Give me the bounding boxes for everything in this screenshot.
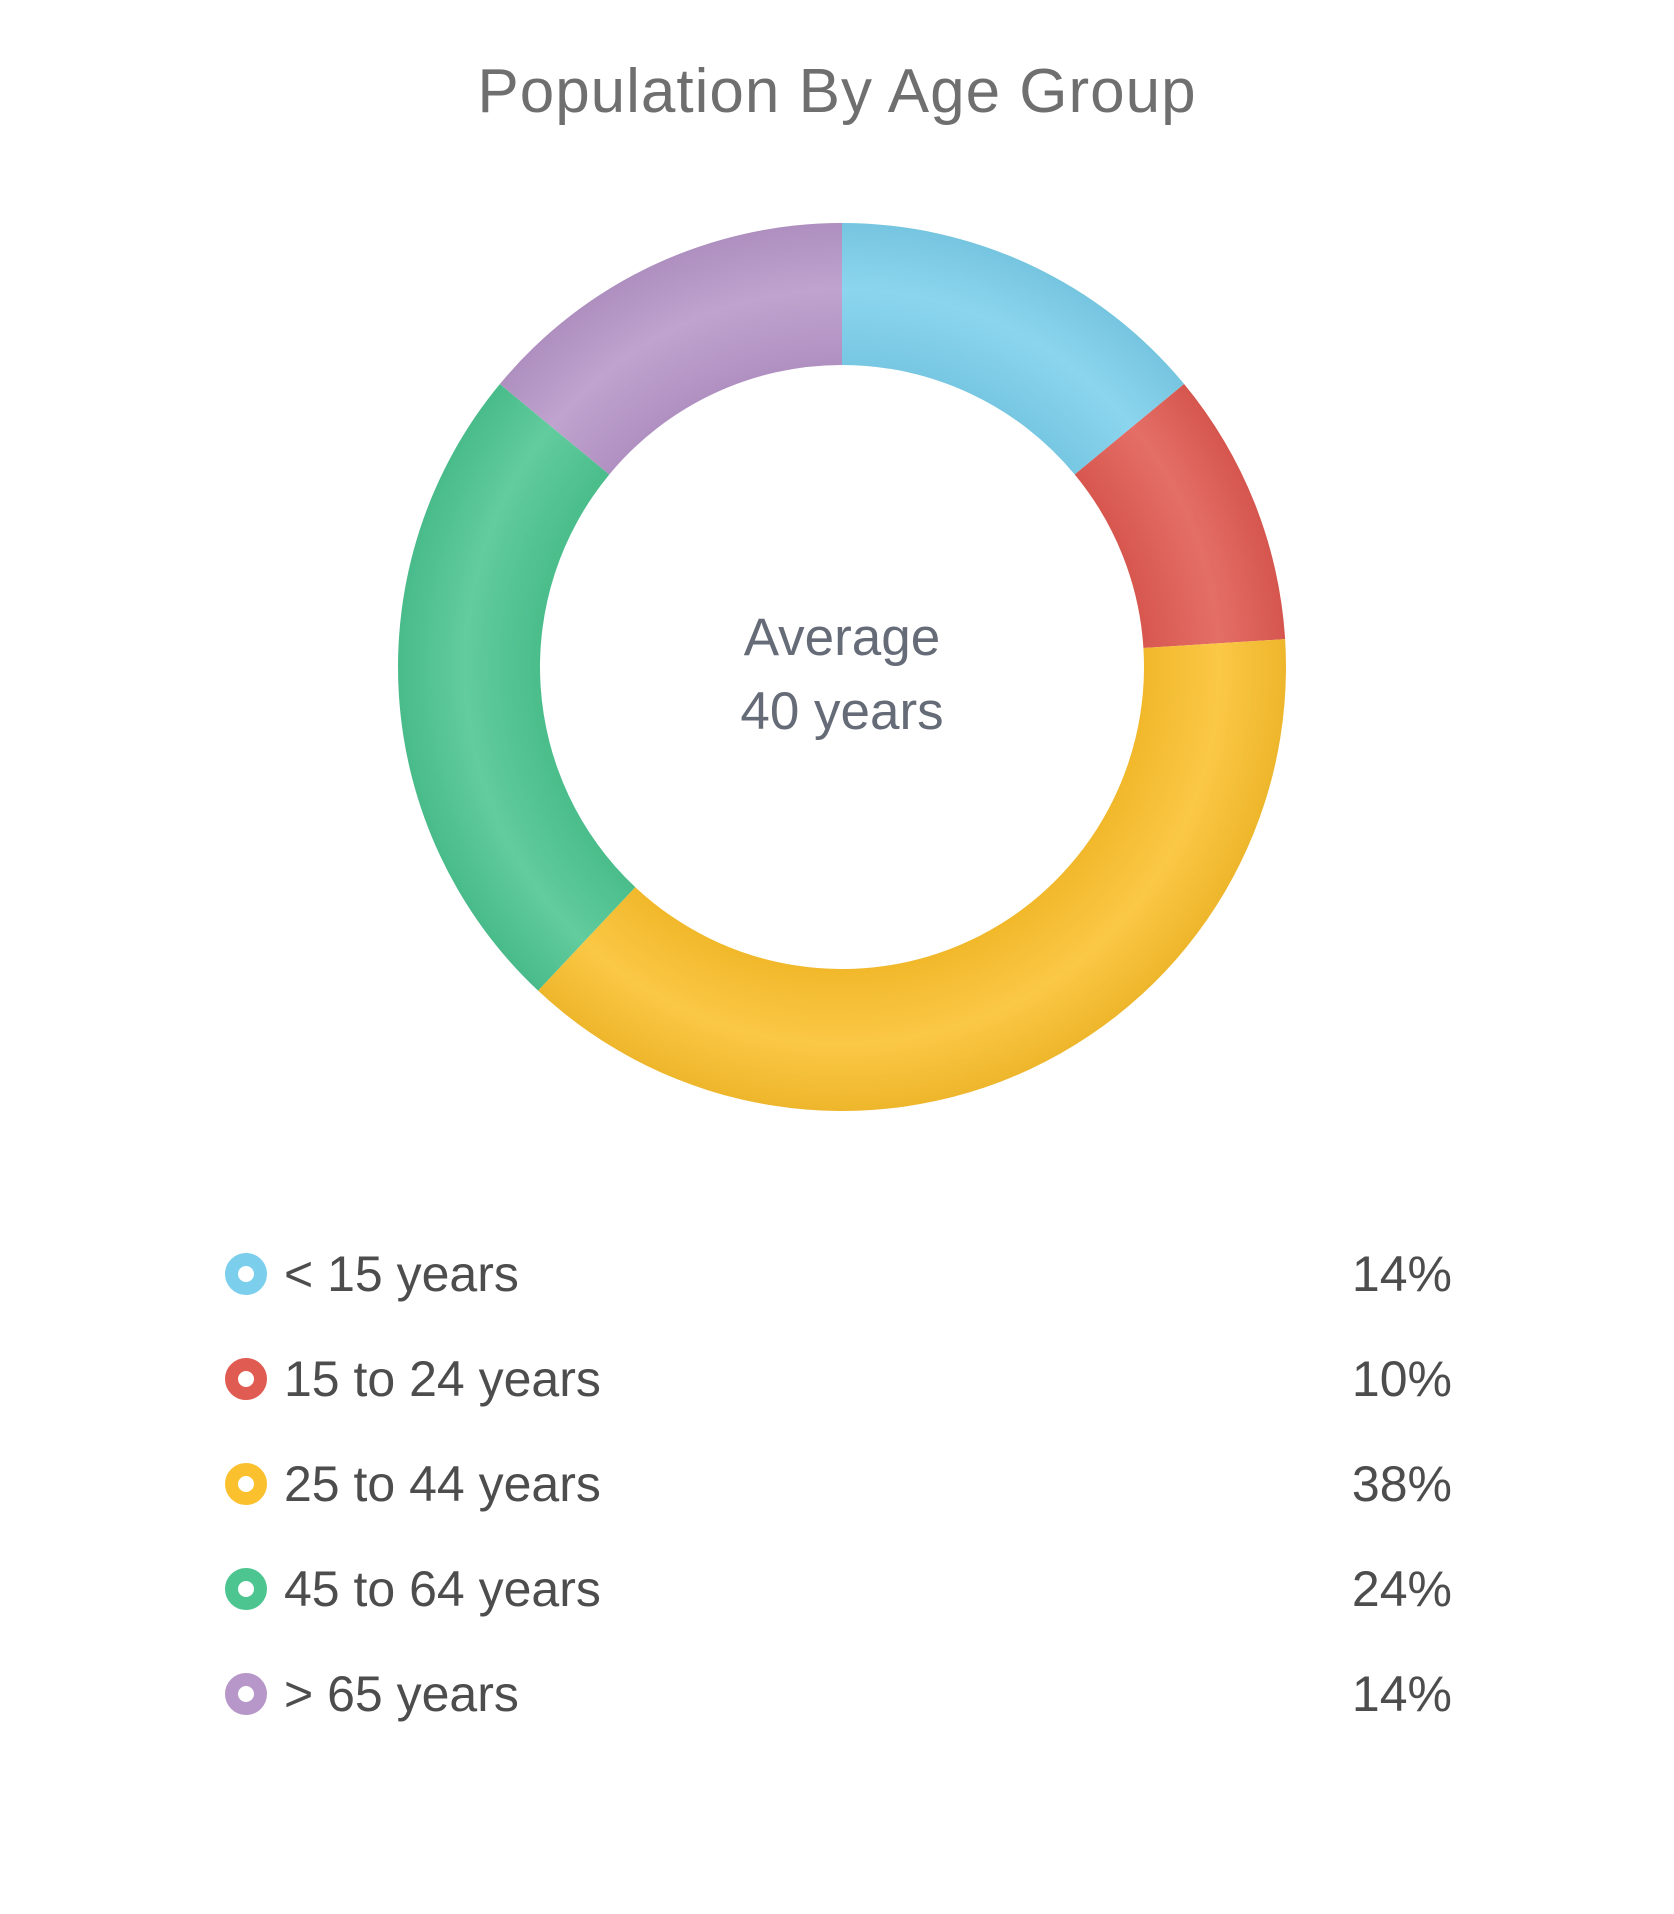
legend-item-15-years[interactable]: < 15 years 14% <box>225 1221 1452 1326</box>
legend-label: 45 to 64 years <box>284 1560 601 1617</box>
legend-item-45-to-64-years[interactable]: 45 to 64 years 24% <box>225 1536 1452 1641</box>
legend-marker-icon <box>225 1567 267 1610</box>
legend: < 15 years 14% 15 to 24 years 10% 25 to 44 y… <box>225 1221 1452 1746</box>
legend-value: 14% <box>1351 1665 1452 1722</box>
legend-item-65-years[interactable]: > 65 years 14% <box>225 1641 1452 1746</box>
legend-marker-icon <box>225 1252 267 1295</box>
center-label-line2: 40 years <box>740 682 944 741</box>
legend-label: 15 to 24 years <box>284 1350 601 1407</box>
legend-item-15-to-24-years[interactable]: 15 to 24 years 10% <box>225 1326 1452 1431</box>
donut-segment-15-to-24-years[interactable] <box>1074 383 1286 649</box>
legend-item-25-to-44-years[interactable]: 25 to 44 years 38% <box>225 1431 1452 1536</box>
legend-label: 25 to 44 years <box>284 1455 601 1512</box>
donut-center-label: Average 40 years <box>398 601 1286 749</box>
donut-svg <box>398 223 1286 1111</box>
legend-value: 14% <box>1351 1245 1452 1302</box>
legend-value: 10% <box>1351 1350 1452 1407</box>
chart-title: Population By Age Group <box>477 57 1197 126</box>
donut-chart: Average 40 years <box>398 223 1286 1111</box>
center-label-line1: Average <box>743 608 941 667</box>
legend-label: > 65 years <box>284 1665 519 1722</box>
donut-segment-25-to-44-years[interactable] <box>538 639 1286 1111</box>
legend-label: < 15 years <box>284 1245 519 1302</box>
donut-segment-65-years[interactable] <box>499 223 842 475</box>
donut-segment-15-years[interactable] <box>842 223 1185 475</box>
legend-marker-icon <box>225 1462 267 1505</box>
legend-value: 24% <box>1351 1560 1452 1617</box>
donut-segment-45-to-64-years[interactable] <box>398 383 636 991</box>
legend-marker-icon <box>225 1357 267 1400</box>
legend-value: 38% <box>1351 1455 1452 1512</box>
legend-marker-icon <box>225 1672 267 1715</box>
